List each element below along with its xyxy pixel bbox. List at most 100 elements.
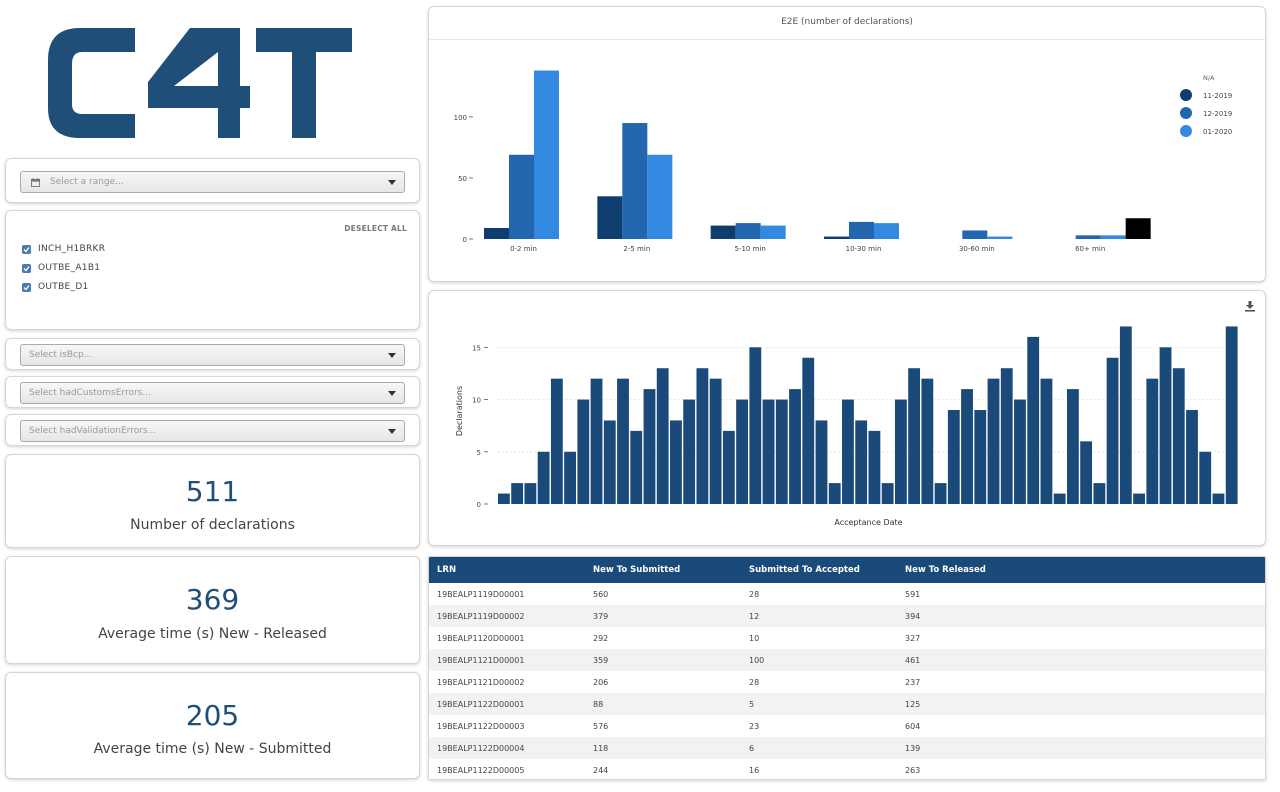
y-tick-label: 50 <box>458 175 467 183</box>
c4t-logo <box>40 22 360 152</box>
bar <box>775 399 788 504</box>
column-header-lrn[interactable]: LRN <box>437 565 457 575</box>
kpi-value: 369 <box>185 583 240 616</box>
table-cell: 19BEALP1119D00001 <box>437 589 525 599</box>
option-outbe-a1b1[interactable]: OUTBE_A1B1 <box>22 263 100 273</box>
legend-swatch <box>1180 125 1192 137</box>
table-cell: 5 <box>749 699 755 709</box>
table-cell: 28 <box>749 589 760 599</box>
bar <box>828 483 841 504</box>
table-cell: 263 <box>905 765 921 775</box>
chevron-down-icon <box>388 180 396 185</box>
x-tick-label: 30-60 min <box>959 245 995 253</box>
table-cell: 244 <box>593 765 609 775</box>
kpi-label: Average time (s) New - Released <box>98 626 327 642</box>
table-row[interactable]: 19BEALP1119D00001 560 28 591 <box>429 583 1265 605</box>
kpi-card-new-submitted: 205 Average time (s) New - Submitted <box>5 672 420 779</box>
x-tick-label: 0-2 min <box>510 245 537 253</box>
bar-11-2019 <box>710 225 736 239</box>
kpi-card-declarations: 511 Number of declarations <box>5 454 420 548</box>
bar <box>1159 347 1172 504</box>
bar <box>1000 368 1013 504</box>
table-cell: 28 <box>749 677 760 687</box>
customs-errors-card: Select hadCustomsErrors... <box>5 376 420 408</box>
bar <box>1106 357 1119 504</box>
bar <box>537 451 550 504</box>
option-outbe-d1[interactable]: OUTBE_D1 <box>22 282 89 292</box>
y-tick-label: 15 <box>472 344 481 352</box>
kpi-card-new-released: 369 Average time (s) New - Released <box>5 556 420 664</box>
table-cell: 394 <box>905 611 921 621</box>
download-icon[interactable] <box>1244 300 1256 312</box>
bar <box>1027 336 1040 504</box>
kpi-value: 511 <box>185 475 240 508</box>
table-row[interactable]: 19BEALP1119D00002 379 12 394 <box>429 605 1265 627</box>
table-cell: 139 <box>905 743 921 753</box>
daily-bar-chart: 0 5 10 15 Acceptance Date Declarations <box>455 326 1239 527</box>
table-cell: 19BEALP1122D00004 <box>437 743 525 753</box>
table-row[interactable]: 19BEALP1122D00001 88 5 125 <box>429 693 1265 715</box>
bar <box>934 483 947 504</box>
table-cell: 461 <box>905 655 921 665</box>
x-tick-label: 60+ min <box>1075 245 1105 253</box>
kpi-value: 205 <box>185 699 240 732</box>
table-cell: 591 <box>905 589 921 599</box>
calendar-icon <box>31 177 40 187</box>
table-cell: 19BEALP1119D00002 <box>437 611 525 621</box>
checkbox-checked-icon[interactable] <box>22 244 31 254</box>
table-cell: 88 <box>593 699 604 709</box>
table-row[interactable]: 19BEALP1121D00001 359 100 461 <box>429 649 1265 671</box>
x-axis-label: Acceptance Date <box>834 518 902 527</box>
bar <box>1146 378 1159 504</box>
option-label: INCH_H1BRKR <box>38 244 106 254</box>
bar-11-2019 <box>597 196 623 239</box>
validation-errors-select[interactable]: Select hadValidationErrors... <box>20 420 405 442</box>
bar <box>498 493 510 504</box>
column-header-new-to-released[interactable]: New To Released <box>905 565 986 575</box>
bar <box>1093 483 1106 504</box>
bar <box>1133 493 1145 504</box>
table-cell: 118 <box>593 743 609 753</box>
table-row[interactable]: 19BEALP1122D00003 576 23 604 <box>429 715 1265 737</box>
checkbox-checked-icon[interactable] <box>22 282 31 292</box>
table-cell: 16 <box>749 765 760 775</box>
table-cell: 327 <box>905 633 921 643</box>
bar <box>1172 368 1185 504</box>
table-row[interactable]: 19BEALP1121D00002 206 28 237 <box>429 671 1265 693</box>
y-tick-label: 10 <box>472 397 481 405</box>
bar <box>855 420 868 504</box>
table-row[interactable]: 19BEALP1122D00005 244 16 263 <box>429 759 1265 779</box>
table-cell: 12 <box>749 611 760 621</box>
bar <box>815 420 828 504</box>
option-inch-h1brkr[interactable]: INCH_H1BRKR <box>22 244 105 254</box>
table-cell: 604 <box>905 721 921 731</box>
bar <box>577 399 590 504</box>
bar-01-2020 <box>647 154 673 239</box>
bar <box>1053 493 1066 504</box>
column-header-submitted-to-accepted[interactable]: Submitted To Accepted <box>749 565 860 575</box>
table-cell: 100 <box>749 655 765 665</box>
is-bcp-select[interactable]: Select isBcp... <box>20 344 405 366</box>
bar-12-2019 <box>622 123 648 239</box>
table-cell: 560 <box>593 589 609 599</box>
bar-01-2020 <box>874 223 899 239</box>
chevron-down-icon <box>388 391 396 396</box>
table-row[interactable]: 19BEALP1120D00001 292 10 327 <box>429 627 1265 649</box>
table-cell: 125 <box>905 699 921 709</box>
option-label: OUTBE_A1B1 <box>38 263 101 273</box>
customs-errors-select[interactable]: Select hadCustomsErrors... <box>20 382 405 404</box>
bar <box>1014 399 1026 504</box>
bar <box>802 357 815 504</box>
table-row[interactable]: 19BEALP1122D00004 118 6 139 <box>429 737 1265 759</box>
column-header-new-to-submitted[interactable]: New To Submitted <box>593 565 681 575</box>
bar <box>842 399 854 504</box>
bar-12-2019 <box>1075 235 1101 239</box>
bar <box>550 378 563 504</box>
deselect-all-button[interactable]: DESELECT ALL <box>344 224 407 233</box>
table-header-row: LRN New To Submitted Submitted To Accept… <box>429 557 1265 583</box>
legend-title: N/A <box>1203 74 1215 82</box>
x-tick-label: 5-10 min <box>735 245 766 253</box>
e2e-bar-chart: 0 50 100 0-2 min 2-5 min 5-10 min 10-30 min 30-… <box>454 70 1232 253</box>
checkbox-checked-icon[interactable] <box>22 263 31 273</box>
date-range-select[interactable]: Select a range... <box>20 171 405 193</box>
